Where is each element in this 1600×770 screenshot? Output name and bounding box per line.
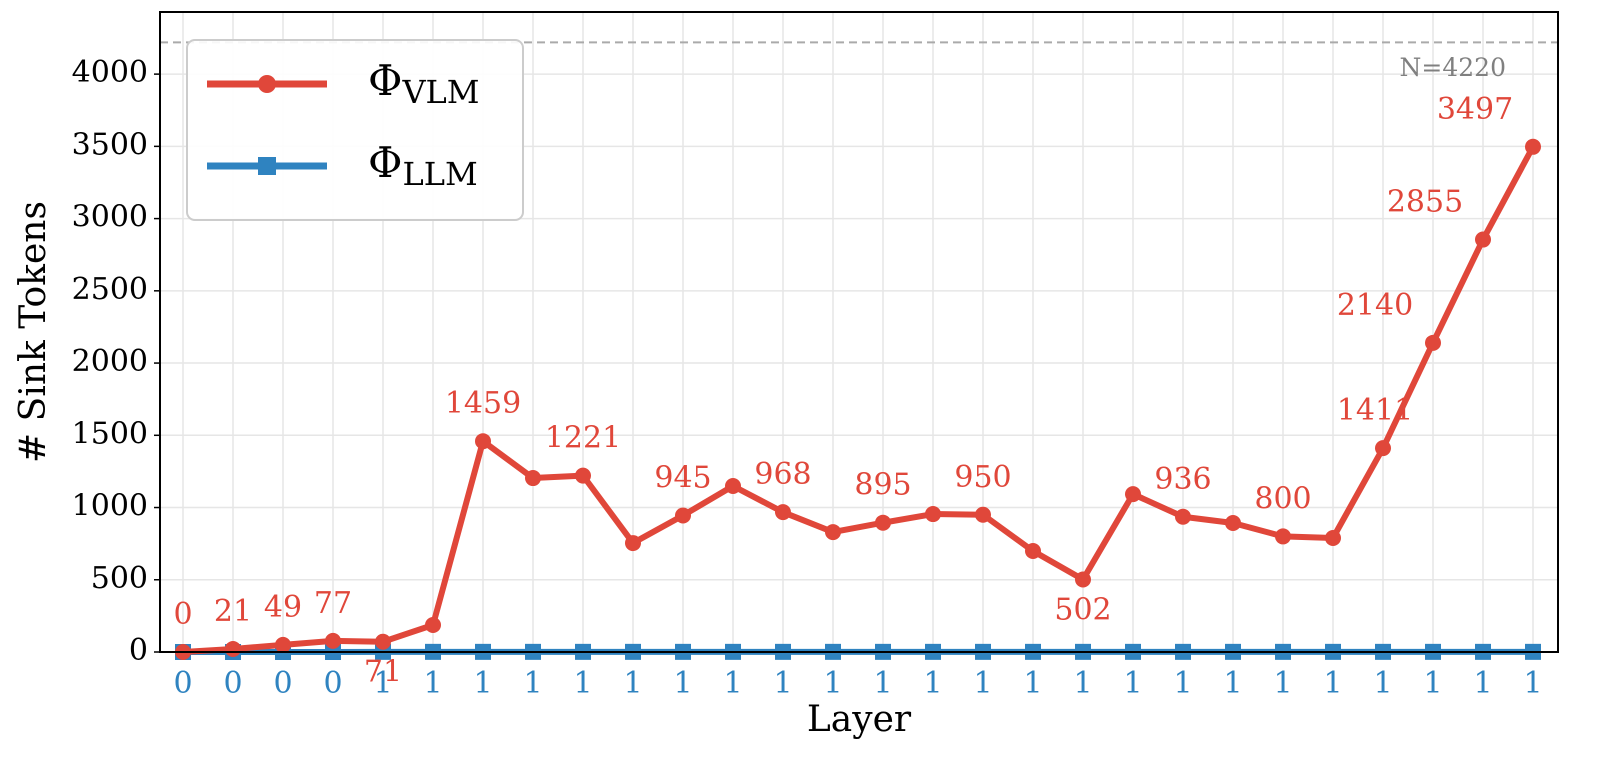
point bbox=[525, 470, 541, 487]
point bbox=[225, 640, 241, 657]
x-tick-label: 1 bbox=[873, 666, 892, 701]
x-tick-label: 1 bbox=[1023, 666, 1042, 701]
plot-frame bbox=[159, 11, 1559, 653]
legend-label: ΦLLM bbox=[368, 138, 478, 193]
point bbox=[725, 478, 741, 495]
x-tick-label: 1 bbox=[1373, 666, 1392, 701]
data-label: 2140 bbox=[1337, 288, 1413, 323]
x-tick-label: 1 bbox=[1223, 666, 1242, 701]
data-label: 945 bbox=[654, 460, 711, 495]
point bbox=[825, 524, 841, 541]
point bbox=[1175, 508, 1191, 525]
x-tick-label: 1 bbox=[773, 666, 792, 701]
x-tick-label: 1 bbox=[823, 666, 842, 701]
x-tick-label: 1 bbox=[1323, 666, 1342, 701]
data-label: 968 bbox=[754, 457, 811, 492]
legend-marker bbox=[258, 75, 276, 93]
point bbox=[875, 514, 891, 531]
x-tick-label: 0 bbox=[223, 666, 242, 701]
x-tick-label: 1 bbox=[1273, 666, 1292, 701]
x-tick-label: 1 bbox=[673, 666, 692, 701]
x-tick-label: 1 bbox=[573, 666, 592, 701]
point bbox=[1375, 440, 1391, 457]
data-label: 800 bbox=[1254, 481, 1311, 516]
point bbox=[375, 633, 391, 650]
x-tick-label: 1 bbox=[923, 666, 942, 701]
point bbox=[1025, 543, 1041, 560]
x-tick-label: 1 bbox=[723, 666, 742, 701]
line bbox=[182, 145, 1536, 655]
data-label: 0 bbox=[173, 597, 192, 632]
y-tick-label: 0 bbox=[129, 633, 148, 668]
data-label: 1221 bbox=[545, 421, 621, 456]
x-tick-label: 1 bbox=[623, 666, 642, 701]
data-label: 502 bbox=[1054, 592, 1111, 627]
data-label: 3497 bbox=[1437, 92, 1513, 127]
point bbox=[675, 507, 691, 524]
legend-marker bbox=[258, 157, 276, 175]
x-tick-label: 1 bbox=[473, 666, 492, 701]
data-label: 1411 bbox=[1337, 393, 1413, 428]
y-tick-label: 500 bbox=[91, 561, 148, 596]
point bbox=[425, 616, 441, 633]
y-tick-label: 4000 bbox=[72, 55, 148, 90]
point bbox=[575, 467, 591, 484]
point bbox=[1125, 486, 1141, 503]
x-tick-label: 1 bbox=[1523, 666, 1542, 701]
data-label: 936 bbox=[1154, 462, 1211, 497]
point bbox=[1275, 528, 1291, 545]
x-tick-label: 0 bbox=[323, 666, 342, 701]
x-tick-label: 1 bbox=[1073, 666, 1092, 701]
point bbox=[475, 433, 491, 450]
data-label: 2855 bbox=[1387, 185, 1463, 220]
point bbox=[1225, 514, 1241, 531]
y-axis-label: # Sink Tokens bbox=[13, 201, 54, 463]
data-label: 77 bbox=[314, 586, 352, 621]
data-label: 950 bbox=[954, 460, 1011, 495]
point bbox=[1075, 571, 1091, 588]
data-label: 71 bbox=[364, 655, 402, 690]
x-tick-label: 0 bbox=[273, 666, 292, 701]
legend-label: ΦVLM bbox=[368, 56, 480, 111]
x-tick-label: 1 bbox=[973, 666, 992, 701]
x-tick-label: 1 bbox=[423, 666, 442, 701]
point bbox=[1425, 334, 1441, 351]
x-tick-label: 1 bbox=[373, 666, 392, 701]
y-tick-label: 1500 bbox=[72, 416, 148, 451]
point bbox=[325, 632, 341, 649]
y-tick-label: 1000 bbox=[72, 489, 148, 524]
x-tick-label: 1 bbox=[1123, 666, 1142, 701]
x-tick-label: 1 bbox=[1473, 666, 1492, 701]
legend: ΦVLM ΦLLM bbox=[186, 39, 524, 221]
data-label: 21 bbox=[214, 594, 252, 629]
data-label: 49 bbox=[264, 590, 302, 625]
point bbox=[625, 535, 641, 552]
x-tick-label: 0 bbox=[173, 666, 192, 701]
data-label: 895 bbox=[854, 468, 911, 503]
x-axis-label: Layer bbox=[807, 699, 912, 740]
reference-label: N=4220 bbox=[1400, 53, 1506, 82]
x-tick-label: 1 bbox=[523, 666, 542, 701]
y-tick-label: 3000 bbox=[72, 200, 148, 235]
point bbox=[1525, 138, 1541, 155]
legend-box bbox=[186, 39, 524, 221]
y-tick-label: 3500 bbox=[72, 127, 148, 162]
point bbox=[1325, 530, 1341, 547]
x-tick-label: 1 bbox=[1423, 666, 1442, 701]
point bbox=[1475, 231, 1491, 248]
point bbox=[975, 506, 991, 523]
y-tick-label: 2000 bbox=[72, 344, 148, 379]
data-label: 1459 bbox=[445, 386, 521, 421]
y-tick-label: 2500 bbox=[72, 272, 148, 307]
point bbox=[275, 636, 291, 653]
point bbox=[775, 504, 791, 521]
point bbox=[925, 506, 941, 523]
x-tick-label: 1 bbox=[1173, 666, 1192, 701]
